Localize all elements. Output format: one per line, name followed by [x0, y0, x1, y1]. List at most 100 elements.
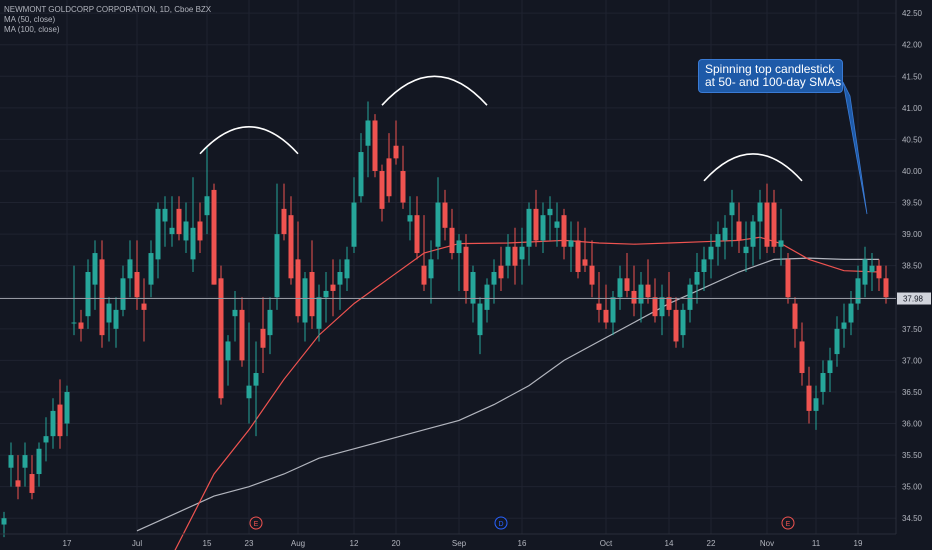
candle	[421, 215, 427, 291]
candle	[883, 265, 889, 304]
candle	[456, 234, 462, 291]
candle-body	[722, 227, 728, 241]
ma100-line	[136, 257, 879, 532]
candle-body	[659, 297, 665, 317]
candle-body	[302, 278, 308, 323]
candle	[785, 253, 791, 304]
candle-body	[232, 309, 238, 317]
candle-body	[113, 309, 119, 329]
candle-body	[435, 202, 441, 247]
candle-body	[29, 474, 35, 493]
candle-body	[855, 278, 861, 304]
candle-body	[141, 303, 147, 310]
candle	[533, 189, 539, 247]
annotation-callout[interactable]: Spinning top candlestick at 50- and 100-…	[698, 59, 843, 93]
candle	[617, 265, 623, 310]
candle-body	[820, 373, 826, 392]
candle	[253, 341, 259, 437]
y-tick-label: 36.50	[902, 388, 923, 397]
x-tick-label: 12	[350, 539, 359, 548]
candle-body	[316, 297, 322, 329]
y-tick-label: 39.50	[902, 199, 923, 208]
candle-body	[120, 278, 126, 310]
callout-pointer	[842, 81, 868, 215]
candle-body	[414, 215, 420, 254]
candle	[491, 259, 497, 304]
candle-body	[57, 404, 63, 437]
x-tick-label: 16	[518, 539, 527, 548]
candle	[687, 278, 693, 323]
candle	[855, 265, 861, 310]
candle	[309, 240, 315, 329]
candle-body	[771, 202, 777, 247]
x-tick-label: 14	[665, 539, 674, 548]
candle-body	[743, 246, 749, 254]
candle-body	[778, 240, 784, 247]
candle-body	[638, 284, 644, 304]
event-label: E	[254, 521, 259, 528]
candle-body	[582, 259, 588, 266]
candle-body	[218, 278, 224, 399]
candle	[386, 133, 392, 203]
candle-body	[848, 303, 854, 323]
candle-body	[78, 322, 84, 329]
x-tick-label: 23	[245, 539, 254, 548]
candle	[673, 297, 679, 348]
candle-body	[540, 215, 546, 241]
candle	[554, 202, 560, 247]
candle-body	[400, 170, 406, 203]
symbol-title[interactable]: NEWMONT GOLDCORP CORPORATION, 1D, Cboe B…	[4, 5, 212, 14]
x-tick-label: Jul	[132, 539, 142, 548]
candle	[330, 259, 336, 317]
candle	[106, 297, 112, 342]
ma100-legend[interactable]: MA (100, close)	[4, 25, 60, 34]
candle-body	[421, 265, 427, 285]
last-price-label: 37.98	[903, 295, 924, 304]
candle	[729, 189, 735, 247]
candle-body	[204, 196, 210, 216]
pattern-arc	[199, 125, 299, 155]
candle-body	[610, 297, 616, 323]
candle	[589, 240, 595, 298]
candle	[407, 196, 413, 241]
pattern-arc	[703, 153, 803, 182]
candle-body	[92, 253, 98, 285]
candle-body	[512, 246, 518, 266]
candle-body	[428, 259, 434, 279]
candle	[8, 442, 14, 487]
candle	[624, 253, 630, 298]
candle-body	[372, 120, 378, 171]
candle-body	[869, 265, 875, 272]
candle-body	[106, 303, 112, 323]
candle	[428, 240, 434, 304]
candle-body	[162, 208, 168, 222]
candle	[750, 215, 756, 266]
candle	[813, 385, 819, 430]
candle-body	[883, 278, 889, 298]
candle-body	[50, 410, 56, 437]
candle	[162, 196, 168, 247]
candle	[400, 145, 406, 209]
candle-body	[554, 221, 560, 228]
candle	[701, 246, 707, 291]
candle-body	[834, 328, 840, 355]
candle-body	[197, 221, 203, 241]
candle	[547, 196, 553, 241]
candle	[498, 246, 504, 291]
candle	[764, 183, 770, 254]
candle-body	[309, 272, 315, 317]
candle-body	[365, 120, 371, 146]
candle	[246, 322, 252, 424]
candle	[50, 398, 56, 449]
candle-body	[239, 309, 245, 361]
candle-body	[176, 208, 182, 235]
ma50-legend[interactable]: MA (50, close)	[4, 15, 56, 24]
candle-body	[407, 215, 413, 222]
candle	[841, 303, 847, 348]
candle	[869, 253, 875, 291]
x-tick-label: 11	[812, 539, 821, 548]
candle-body	[687, 284, 693, 310]
candle	[666, 272, 672, 317]
